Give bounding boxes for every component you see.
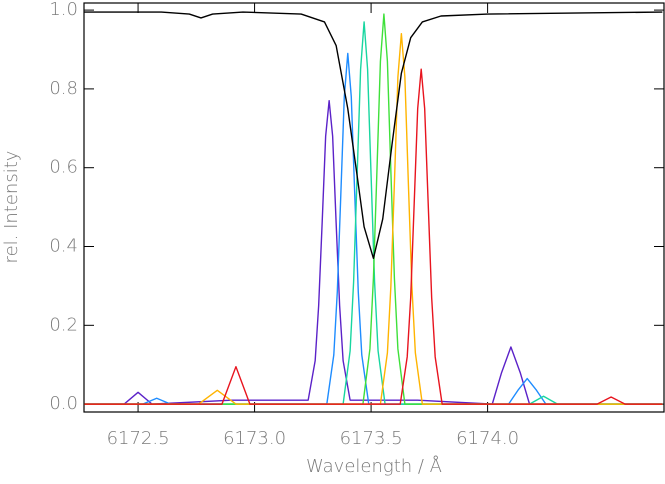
- y-tick-label: 0.6: [49, 157, 78, 178]
- plot-frame: [83, 2, 665, 413]
- y-tick-label: 1.0: [49, 0, 78, 20]
- y-tick-label: 0.0: [49, 393, 78, 414]
- x-tick-label: 6173.5: [340, 428, 403, 449]
- series-line: [84, 13, 663, 405]
- y-tick-label: 0.4: [49, 236, 78, 257]
- y-axis-label: rel. Intensity: [1, 151, 22, 264]
- series-line: [84, 33, 663, 405]
- x-tick-label: 6172.5: [107, 428, 170, 449]
- x-tick-label: 6174.0: [456, 428, 519, 449]
- y-tick-label: 0.8: [49, 78, 78, 99]
- x-tick-label: 6173.0: [223, 428, 286, 449]
- series-line: [84, 68, 663, 405]
- x-axis-label: Wavelength / Å: [306, 455, 442, 477]
- series-line: [84, 21, 663, 405]
- series-line: [84, 100, 663, 405]
- y-tick-label: 0.2: [49, 314, 78, 335]
- series-line: [84, 11, 663, 260]
